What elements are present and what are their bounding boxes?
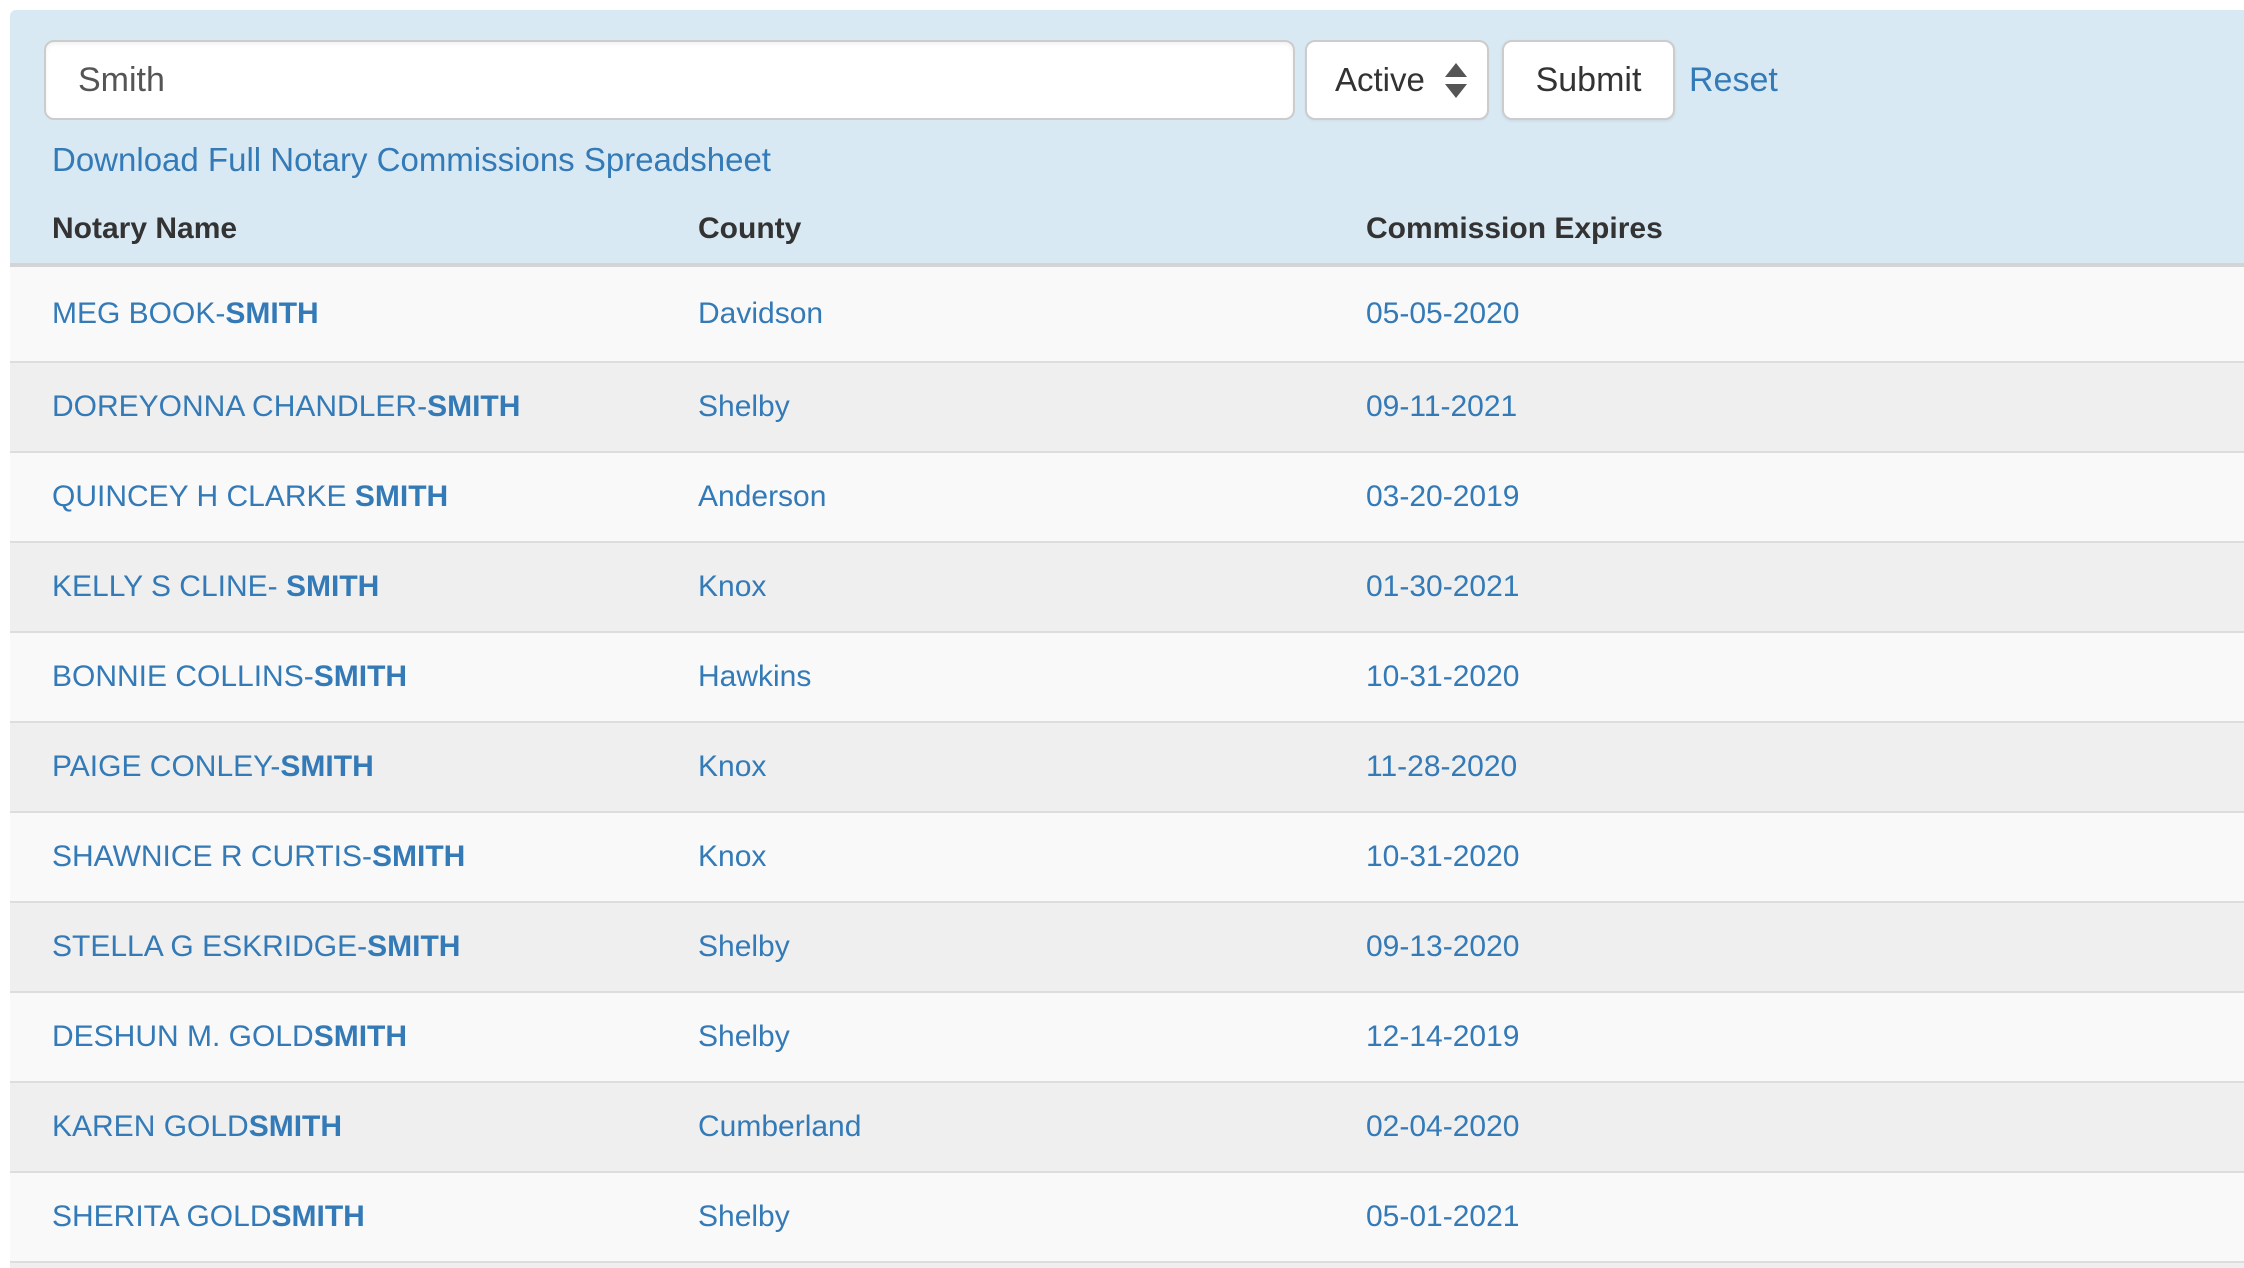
commission-expires-cell: 01-30-2021 bbox=[1366, 570, 1520, 603]
status-filter-selected-value: Active bbox=[1335, 61, 1425, 98]
notary-name-prefix: SHERITA GOLD bbox=[52, 1200, 272, 1233]
notary-name-link[interactable]: BONNIE COLLINS-SMITH bbox=[52, 660, 407, 693]
table-header-row: Notary Name County Commission Expires bbox=[10, 196, 2244, 262]
county-cell: Cumberland bbox=[698, 1110, 862, 1143]
table-row-partial bbox=[10, 1261, 2244, 1268]
notary-name-bold-part: SMITH bbox=[313, 660, 408, 693]
table-row: SHAWNICE R CURTIS-SMITH Knox 10-31-2020 bbox=[10, 811, 2244, 901]
notary-name-prefix: QUINCEY H CLARKE bbox=[52, 480, 355, 513]
notary-name-cell: MEG BOOK-SMITH bbox=[52, 297, 698, 331]
county-cell: Hawkins bbox=[698, 660, 812, 693]
commission-expires-cell: 03-20-2019 bbox=[1366, 480, 1520, 513]
notary-name-link[interactable]: STELLA G ESKRIDGE-SMITH bbox=[52, 930, 460, 963]
notary-name-link[interactable]: PAIGE CONLEY-SMITH bbox=[52, 750, 374, 783]
county-cell: Davidson bbox=[698, 297, 824, 330]
column-header-notary-name: Notary Name bbox=[52, 212, 238, 245]
notary-name-link[interactable]: DOREYONNA CHANDLER-SMITH bbox=[52, 390, 520, 423]
county-cell: Knox bbox=[698, 570, 767, 603]
county-cell: Shelby bbox=[698, 930, 790, 963]
column-header-commission-expires: Commission Expires bbox=[1366, 212, 1663, 245]
notary-name-prefix: DOREYONNA CHANDLER- bbox=[52, 390, 428, 423]
table-body: MEG BOOK-SMITH Davidson 05-05-2020 DOREY… bbox=[10, 267, 2244, 1268]
commission-expires-cell: 10-31-2020 bbox=[1366, 660, 1520, 693]
commission-expires-cell: 09-13-2020 bbox=[1366, 930, 1520, 963]
notary-name-cell: DESHUN M. GOLDSMITH bbox=[52, 1020, 698, 1054]
notary-name-link[interactable]: SHAWNICE R CURTIS-SMITH bbox=[52, 840, 465, 873]
download-spreadsheet-link[interactable]: Download Full Notary Commissions Spreads… bbox=[52, 141, 771, 178]
commission-expires-cell: 10-31-2020 bbox=[1366, 840, 1520, 873]
select-updown-icon bbox=[1445, 62, 1467, 98]
notary-name-cell: KAREN GOLDSMITH bbox=[52, 1110, 698, 1144]
reset-link[interactable]: Reset bbox=[1689, 60, 1778, 99]
commission-expires-cell: 12-14-2019 bbox=[1366, 1020, 1520, 1053]
notary-name-bold-part: SMITH bbox=[248, 1110, 343, 1143]
notary-name-link[interactable]: DESHUN M. GOLDSMITH bbox=[52, 1020, 407, 1053]
notary-name-link[interactable]: QUINCEY H CLARKE SMITH bbox=[52, 480, 448, 513]
notary-name-bold-part: SMITH bbox=[367, 930, 461, 963]
notary-name-cell: STELLA G ESKRIDGE-SMITH bbox=[52, 930, 698, 964]
notary-name-prefix: DESHUN M. GOLD bbox=[52, 1020, 314, 1053]
commission-expires-cell: 09-11-2021 bbox=[1366, 390, 1518, 423]
table-row: BONNIE COLLINS-SMITH Hawkins 10-31-2020 bbox=[10, 631, 2244, 721]
notary-name-cell: SHERITA GOLDSMITH bbox=[52, 1200, 698, 1234]
table-row: DOREYONNA CHANDLER-SMITH Shelby 09-11-20… bbox=[10, 361, 2244, 451]
notary-name-link[interactable]: KELLY S CLINE- SMITH bbox=[52, 570, 379, 603]
notary-name-prefix: KAREN GOLD bbox=[52, 1110, 249, 1143]
notary-name-bold-part: SMITH bbox=[225, 297, 319, 330]
commission-expires-cell: 11-28-2020 bbox=[1366, 750, 1518, 783]
notary-name-prefix: SHAWNICE R CURTIS- bbox=[52, 840, 373, 873]
notary-name-cell: QUINCEY H CLARKE SMITH bbox=[52, 480, 698, 514]
table-row: MEG BOOK-SMITH Davidson 05-05-2020 bbox=[10, 267, 2244, 361]
notary-name-cell: SHAWNICE R CURTIS-SMITH bbox=[52, 840, 698, 874]
table-row: QUINCEY H CLARKE SMITH Anderson 03-20-20… bbox=[10, 451, 2244, 541]
commission-expires-cell: 05-05-2020 bbox=[1366, 297, 1520, 330]
status-filter-select[interactable]: Active bbox=[1305, 40, 1489, 120]
commission-expires-cell: 05-01-2021 bbox=[1366, 1200, 1520, 1233]
notary-name-bold-part: SMITH bbox=[286, 570, 380, 603]
notary-name-link[interactable]: KAREN GOLDSMITH bbox=[52, 1110, 342, 1143]
county-cell: Anderson bbox=[698, 480, 827, 513]
notary-name-bold-part: SMITH bbox=[354, 480, 449, 513]
notary-name-bold-part: SMITH bbox=[280, 750, 374, 783]
table-row: STELLA G ESKRIDGE-SMITH Shelby 09-13-202… bbox=[10, 901, 2244, 991]
notary-name-link[interactable]: MEG BOOK-SMITH bbox=[52, 297, 319, 330]
notary-name-prefix: MEG BOOK- bbox=[52, 297, 226, 330]
notary-name-prefix: STELLA G ESKRIDGE- bbox=[52, 930, 368, 963]
notary-name-link[interactable]: SHERITA GOLDSMITH bbox=[52, 1200, 365, 1233]
notary-name-cell: DOREYONNA CHANDLER-SMITH bbox=[52, 390, 698, 424]
column-header-county: County bbox=[698, 212, 802, 245]
notary-name-bold-part: SMITH bbox=[372, 840, 466, 873]
notary-name-bold-part: SMITH bbox=[271, 1200, 365, 1233]
notary-name-prefix: PAIGE CONLEY- bbox=[52, 750, 281, 783]
submit-button[interactable]: Submit bbox=[1502, 40, 1675, 120]
notary-name-cell: PAIGE CONLEY-SMITH bbox=[52, 750, 698, 784]
notary-name-bold-part: SMITH bbox=[427, 390, 521, 423]
commission-expires-cell: 02-04-2020 bbox=[1366, 1110, 1520, 1143]
county-cell: Shelby bbox=[698, 390, 790, 423]
table-row: PAIGE CONLEY-SMITH Knox 11-28-2020 bbox=[10, 721, 2244, 811]
notary-name-cell: KELLY S CLINE- SMITH bbox=[52, 570, 698, 604]
table-row: DESHUN M. GOLDSMITH Shelby 12-14-2019 bbox=[10, 991, 2244, 1081]
county-cell: Shelby bbox=[698, 1200, 790, 1233]
search-input[interactable] bbox=[44, 40, 1295, 120]
table-header-divider bbox=[10, 263, 2244, 267]
notary-name-bold-part: SMITH bbox=[313, 1020, 408, 1053]
county-cell: Shelby bbox=[698, 1020, 790, 1053]
table-row: KAREN GOLDSMITH Cumberland 02-04-2020 bbox=[10, 1081, 2244, 1171]
table-row: SHERITA GOLDSMITH Shelby 05-01-2021 bbox=[10, 1171, 2244, 1261]
notary-name-cell: BONNIE COLLINS-SMITH bbox=[52, 660, 698, 694]
notary-name-prefix: BONNIE COLLINS- bbox=[52, 660, 314, 693]
table-row: KELLY S CLINE- SMITH Knox 01-30-2021 bbox=[10, 541, 2244, 631]
notary-name-prefix: KELLY S CLINE- bbox=[52, 570, 286, 603]
county-cell: Knox bbox=[698, 840, 767, 873]
county-cell: Knox bbox=[698, 750, 767, 783]
